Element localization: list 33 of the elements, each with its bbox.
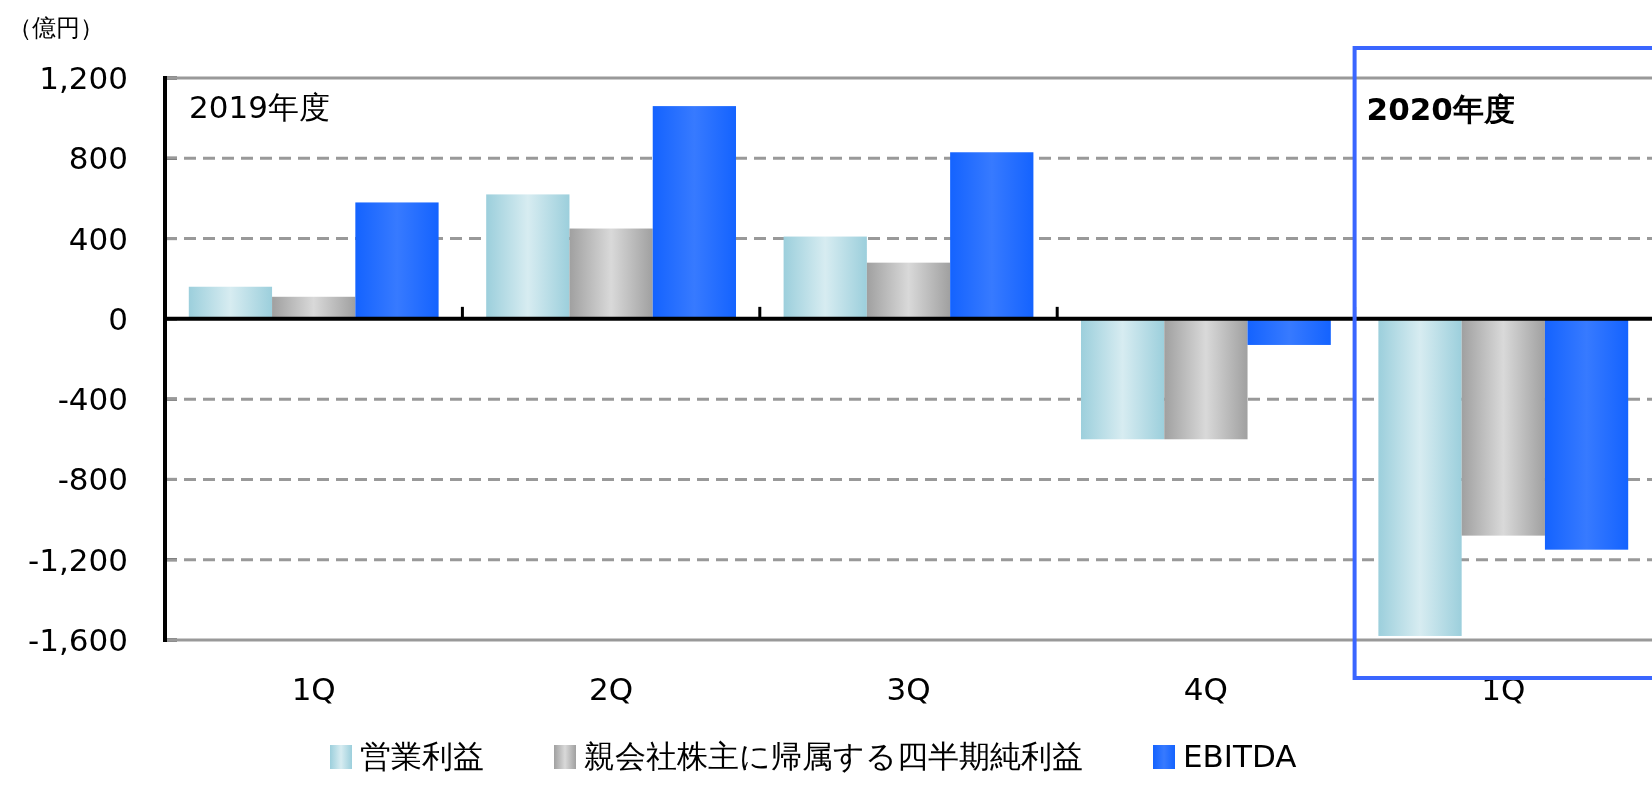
y-tick-label: 800 <box>68 140 128 177</box>
bar <box>866 262 951 319</box>
y-tick-label: -800 <box>57 461 128 498</box>
x-tick-label: 1Q <box>291 671 336 707</box>
x-tick-label: 3Q <box>886 671 931 707</box>
y-tick-label: -1,600 <box>28 622 128 658</box>
annotation: 2019年度 <box>189 89 330 125</box>
bar <box>569 228 653 319</box>
bar <box>1461 318 1545 536</box>
legend-label: EBITDA <box>1183 738 1297 774</box>
legend-label: 営業利益 <box>360 738 484 774</box>
bar <box>188 286 273 319</box>
legend-label: 親会社株主に帰属する四半期純利益 <box>584 738 1083 774</box>
bar <box>652 106 737 319</box>
y-tick-label: 400 <box>68 220 128 257</box>
bar <box>355 202 439 319</box>
x-tick-label: 4Q <box>1183 671 1228 707</box>
bar <box>950 152 1034 319</box>
x-tick-label: 2Q <box>589 671 634 707</box>
y-axis-title: （億円） <box>8 14 104 42</box>
bar <box>1080 318 1165 440</box>
bar <box>1378 318 1462 636</box>
bar <box>1247 318 1331 345</box>
bar <box>272 296 356 319</box>
bar <box>783 236 867 319</box>
bar <box>486 194 570 319</box>
bar <box>1164 318 1248 440</box>
y-tick-label: -400 <box>57 381 128 418</box>
y-tick-label: 0 <box>108 300 128 337</box>
bar <box>1544 318 1629 550</box>
y-tick-label: 1,200 <box>39 60 128 96</box>
annotation: 2020年度 <box>1366 91 1515 127</box>
y-tick-label: -1,200 <box>28 541 128 578</box>
